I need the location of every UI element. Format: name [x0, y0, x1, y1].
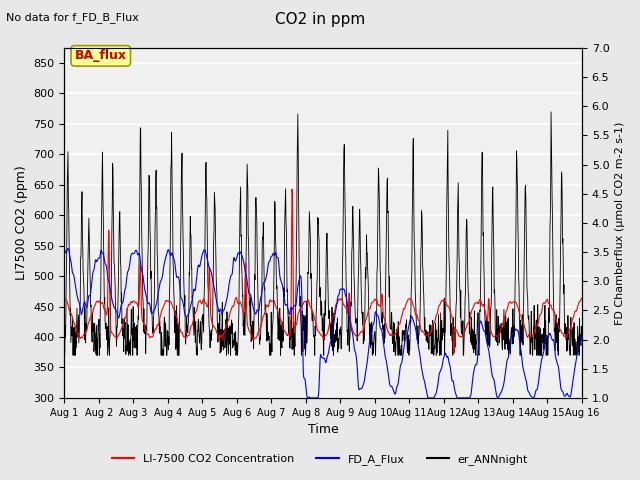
Y-axis label: LI7500 CO2 (ppm): LI7500 CO2 (ppm) — [15, 166, 28, 280]
X-axis label: Time: Time — [308, 423, 339, 436]
Y-axis label: FD Chamberflux (μmol CO2 m-2 s-1): FD Chamberflux (μmol CO2 m-2 s-1) — [615, 121, 625, 324]
Legend: LI-7500 CO2 Concentration, FD_A_Flux, er_ANNnight: LI-7500 CO2 Concentration, FD_A_Flux, er… — [108, 450, 532, 469]
Text: BA_flux: BA_flux — [75, 49, 127, 62]
Text: No data for f_FD_B_Flux: No data for f_FD_B_Flux — [6, 12, 140, 23]
Text: CO2 in ppm: CO2 in ppm — [275, 12, 365, 27]
